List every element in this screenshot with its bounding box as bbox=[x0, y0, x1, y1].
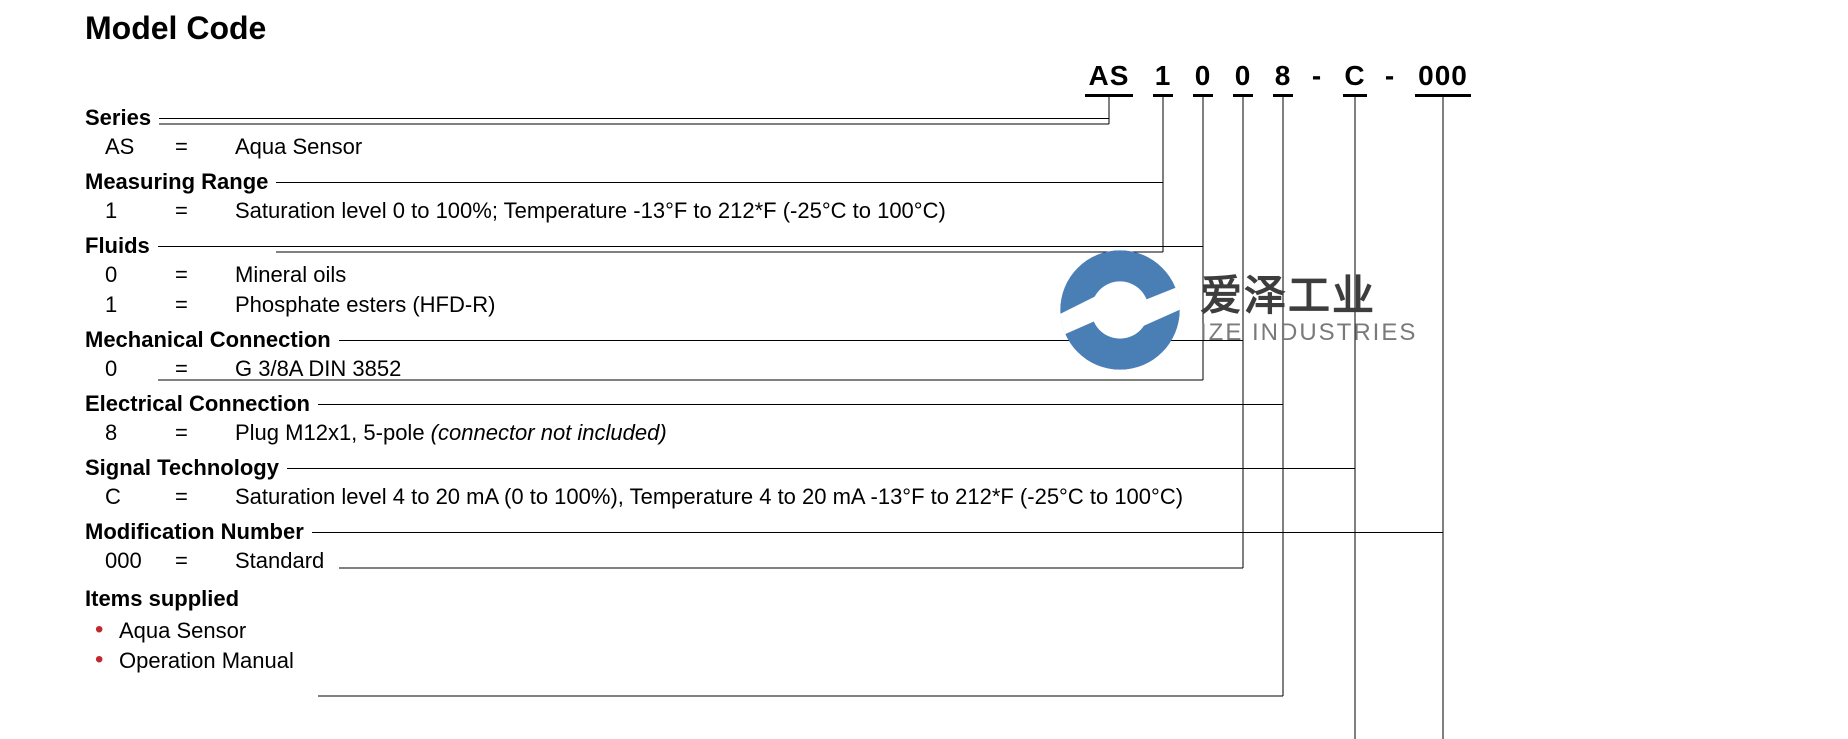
leader-line bbox=[159, 118, 1109, 119]
option-desc: Standard bbox=[235, 546, 1785, 576]
items-supplied-item: Aqua Sensor bbox=[95, 616, 1785, 646]
option-desc: Saturation level 4 to 20 mA (0 to 100%),… bbox=[235, 482, 1785, 512]
option-equals: = bbox=[175, 132, 235, 162]
section-title: Measuring Range bbox=[85, 169, 276, 195]
option-row: 8=Plug M12x1, 5-pole (connector not incl… bbox=[85, 418, 1785, 448]
option-code: 000 bbox=[105, 546, 175, 576]
option-row: 0=Mineral oils bbox=[85, 260, 1785, 290]
leader-line bbox=[158, 246, 1203, 247]
code-segment-c: C bbox=[1343, 60, 1367, 97]
option-row: AS=Aqua Sensor bbox=[85, 132, 1785, 162]
option-row: 000=Standard bbox=[85, 546, 1785, 576]
section-header: Fluids bbox=[85, 232, 1785, 260]
leader-line bbox=[287, 468, 1355, 469]
section-title: Signal Technology bbox=[85, 455, 287, 481]
section-header: Signal Technology bbox=[85, 454, 1785, 482]
code-separator: - bbox=[1310, 60, 1324, 92]
option-code: C bbox=[105, 482, 175, 512]
section-title: Fluids bbox=[85, 233, 158, 259]
items-supplied-title: Items supplied bbox=[85, 586, 1785, 612]
option-note: (connector not included) bbox=[431, 420, 667, 445]
option-row: 1=Phosphate esters (HFD-R) bbox=[85, 290, 1785, 320]
option-row: C=Saturation level 4 to 20 mA (0 to 100%… bbox=[85, 482, 1785, 512]
code-segment-000: 000 bbox=[1415, 60, 1471, 97]
leader-line bbox=[276, 182, 1163, 183]
option-code: 0 bbox=[105, 260, 175, 290]
section-header: Electrical Connection bbox=[85, 390, 1785, 418]
section-header: Measuring Range bbox=[85, 168, 1785, 196]
option-code: 1 bbox=[105, 290, 175, 320]
section-measuring-range: Measuring Range1=Saturation level 0 to 1… bbox=[85, 168, 1785, 226]
leader-line bbox=[312, 532, 1443, 533]
section-fluids: Fluids0=Mineral oils1=Phosphate esters (… bbox=[85, 232, 1785, 320]
section-title: Mechanical Connection bbox=[85, 327, 339, 353]
section-header: Series bbox=[85, 104, 1785, 132]
option-equals: = bbox=[175, 354, 235, 384]
option-code: 8 bbox=[105, 418, 175, 448]
option-equals: = bbox=[175, 260, 235, 290]
leader-line bbox=[339, 340, 1243, 341]
code-segment-as: AS bbox=[1085, 60, 1133, 97]
section-title: Electrical Connection bbox=[85, 391, 318, 417]
option-desc: Aqua Sensor bbox=[235, 132, 1785, 162]
option-row: 1=Saturation level 0 to 100%; Temperatur… bbox=[85, 196, 1785, 226]
leader-line bbox=[318, 404, 1283, 405]
section-header: Mechanical Connection bbox=[85, 326, 1785, 354]
option-equals: = bbox=[175, 196, 235, 226]
code-segment-0: 0 bbox=[1193, 60, 1213, 97]
section-modification-number: Modification Number000=Standard bbox=[85, 518, 1785, 576]
option-code: 1 bbox=[105, 196, 175, 226]
option-code: 0 bbox=[105, 354, 175, 384]
page-title: Model Code bbox=[85, 10, 1785, 47]
code-segment-1: 1 bbox=[1153, 60, 1173, 97]
code-separator: - bbox=[1383, 60, 1397, 92]
items-supplied-list: Aqua SensorOperation Manual bbox=[95, 616, 1785, 676]
option-equals: = bbox=[175, 546, 235, 576]
option-desc: Plug M12x1, 5-pole (connector not includ… bbox=[235, 418, 1785, 448]
option-row: 0=G 3/8A DIN 3852 bbox=[85, 354, 1785, 384]
section-title: Modification Number bbox=[85, 519, 312, 545]
code-segment-8: 8 bbox=[1273, 60, 1293, 97]
section-series: SeriesAS=Aqua Sensor bbox=[85, 104, 1785, 162]
option-code: AS bbox=[105, 132, 175, 162]
option-desc: Mineral oils bbox=[235, 260, 1785, 290]
option-equals: = bbox=[175, 290, 235, 320]
items-supplied-item: Operation Manual bbox=[95, 646, 1785, 676]
sections-container: SeriesAS=Aqua SensorMeasuring Range1=Sat… bbox=[85, 98, 1785, 676]
option-equals: = bbox=[175, 418, 235, 448]
section-mechanical-connection: Mechanical Connection0=G 3/8A DIN 3852 bbox=[85, 326, 1785, 384]
section-header: Modification Number bbox=[85, 518, 1785, 546]
section-signal-technology: Signal TechnologyC=Saturation level 4 to… bbox=[85, 454, 1785, 512]
option-desc: Saturation level 0 to 100%; Temperature … bbox=[235, 196, 1785, 226]
section-title: Series bbox=[85, 105, 159, 131]
option-desc: G 3/8A DIN 3852 bbox=[235, 354, 1785, 384]
option-equals: = bbox=[175, 482, 235, 512]
code-segment-0: 0 bbox=[1233, 60, 1253, 97]
model-code-row: AS1008-C-000 bbox=[85, 60, 1785, 100]
section-electrical-connection: Electrical Connection8=Plug M12x1, 5-pol… bbox=[85, 390, 1785, 448]
option-desc: Phosphate esters (HFD-R) bbox=[235, 290, 1785, 320]
